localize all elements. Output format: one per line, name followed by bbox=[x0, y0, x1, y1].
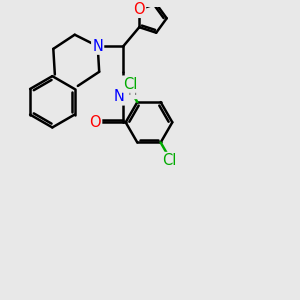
Text: N: N bbox=[92, 39, 103, 54]
Text: N: N bbox=[113, 89, 124, 104]
Text: O: O bbox=[89, 115, 101, 130]
Text: Cl: Cl bbox=[123, 76, 137, 92]
Text: H: H bbox=[128, 85, 137, 98]
Text: Cl: Cl bbox=[162, 153, 176, 168]
Text: O: O bbox=[134, 2, 145, 17]
